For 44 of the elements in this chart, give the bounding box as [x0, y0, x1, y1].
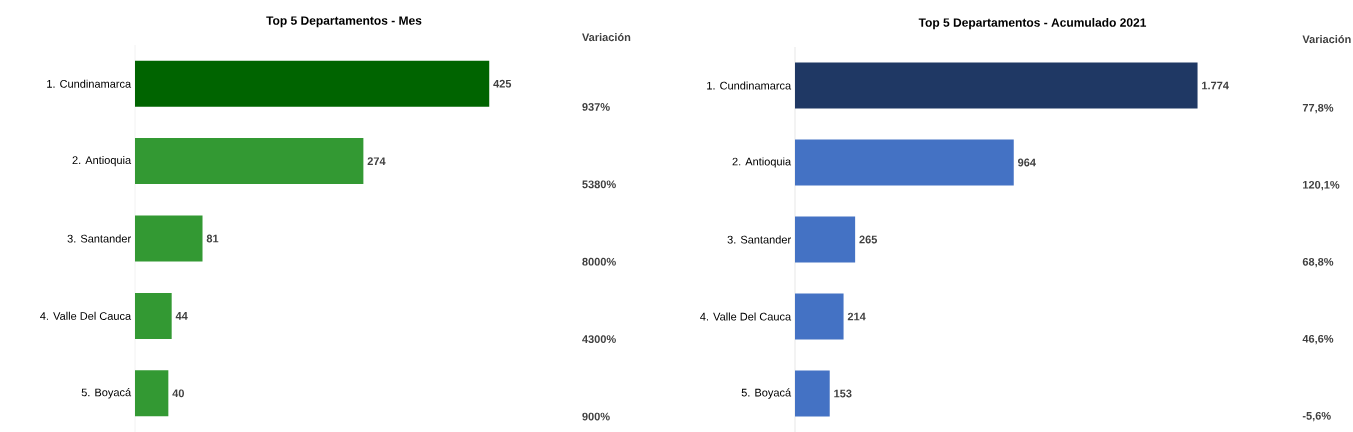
text: 120,1%	[1303, 180, 1340, 191]
text: 77,8%	[1302, 103, 1334, 114]
text: Variación	[582, 32, 631, 42]
text: 5380%	[582, 180, 616, 189]
text: 68,8%	[1302, 257, 1334, 268]
bar	[135, 370, 169, 417]
data-label: 153	[834, 389, 852, 398]
data-label: 81	[206, 234, 219, 243]
y-tick-label: 2. Antioquia	[732, 157, 792, 168]
text: 4300%	[582, 335, 616, 344]
data-label: 214	[847, 312, 866, 321]
y-tick-label: 4. Valle Del Cauca	[700, 312, 792, 321]
chart-title: Top 5 Departamentos - Mes	[266, 16, 422, 28]
data-label: 265	[859, 235, 878, 244]
y-tick-label: 3. Santander	[727, 235, 791, 244]
data-label: 44	[175, 312, 188, 320]
bar	[135, 292, 172, 339]
y-tick-label: 3. Santander	[67, 234, 131, 243]
data-label: 964	[1017, 158, 1036, 167]
y-tick-label: 4. Valle Del Cauca	[40, 311, 132, 320]
y-tick-label: 5. Boyacá	[741, 388, 792, 399]
data-label: 40	[172, 389, 184, 398]
text: Variación	[1302, 34, 1351, 44]
text: -5,6%	[1302, 411, 1331, 422]
bar	[795, 139, 1014, 186]
data-label: 1.774	[1202, 81, 1229, 90]
bar	[135, 215, 203, 262]
bar	[135, 138, 364, 185]
y-tick-label: 5. Boyacá	[81, 388, 132, 399]
data-label: 274	[367, 157, 386, 165]
chart-title: Top 5 Departamentos - Acumulado 2021	[918, 17, 1147, 30]
bar	[795, 293, 844, 340]
y-tick-label: 2. Antioquia	[72, 155, 132, 167]
text: 937%	[582, 103, 610, 111]
y-tick-label: 1. Cundinamarca	[47, 79, 132, 88]
bar	[795, 370, 830, 417]
data-label: 425	[493, 79, 512, 88]
bar	[135, 60, 490, 107]
bar	[795, 62, 1198, 109]
text: 46,6%	[1302, 334, 1334, 345]
text: 900%	[582, 412, 610, 421]
y-tick-label: 1. Cundinamarca	[707, 81, 792, 90]
bar	[795, 216, 856, 263]
text: 8000%	[582, 257, 616, 266]
